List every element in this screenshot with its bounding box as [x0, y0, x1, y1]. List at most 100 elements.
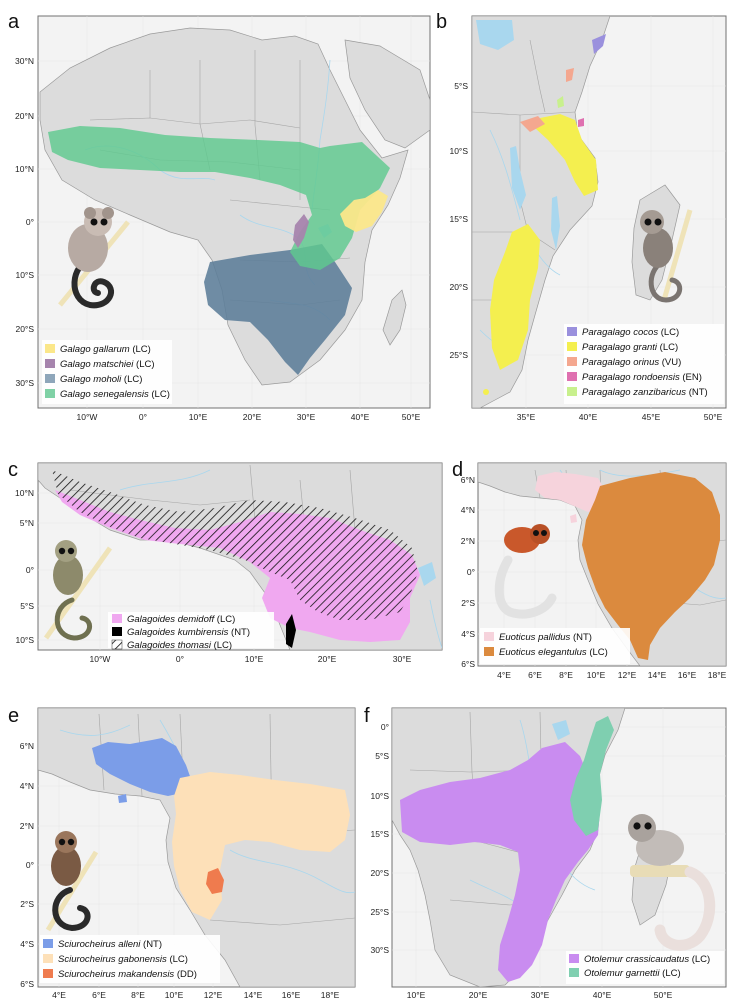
y-tick-label: 2°N [20, 821, 34, 831]
range-paragalago-orinus [520, 116, 545, 132]
y-tick-label: 2°N [461, 536, 475, 546]
x-tick-label: 0° [139, 412, 147, 422]
x-tick-label: 10°W [77, 412, 98, 422]
panel-label-d: d [452, 459, 463, 481]
y-tick-label: 0° [26, 860, 34, 870]
legend-swatch [569, 968, 579, 977]
x-tick-label: 14°E [648, 670, 667, 680]
y-tick-label: 10°S [370, 791, 389, 801]
legend-entry: Paragalago rondoensis (EN) [582, 372, 702, 383]
y-ticks-a: 30°N 20°N 10°N 0° 10°S 20°S 30°S [15, 56, 34, 388]
y-tick-label: 30°S [15, 378, 34, 388]
legend-c: Galagoides demidoff (LC) Galagoides kumb… [108, 612, 274, 651]
y-tick-label: 4°S [20, 939, 34, 949]
y-tick-label: 15°S [370, 829, 389, 839]
y-tick-label: 6°S [20, 979, 34, 989]
x-tick-label: 10°E [189, 412, 208, 422]
y-tick-label: 0° [467, 567, 475, 577]
legend-entry: Euoticus elegantulus (LC) [499, 647, 608, 658]
y-ticks-c: 10°N 5°N 0° 5°S 10°S [15, 488, 34, 645]
lake-victoria-f [552, 720, 570, 740]
range-paragalago-orinus-2 [566, 68, 574, 82]
range-paragalago-cocos [592, 34, 606, 54]
legend-entry: Sciurocheirus alleni (NT) [58, 939, 162, 950]
legend-swatch [484, 632, 494, 641]
legend-swatch [112, 627, 122, 636]
x-tick-label: 50°E [402, 412, 421, 422]
y-tick-label: 20°N [15, 111, 34, 121]
lake-victoria-c [418, 562, 436, 586]
y-tick-label: 2°S [461, 598, 475, 608]
legend-swatch [111, 639, 123, 650]
legend-entry: Paragalago granti (LC) [582, 342, 678, 353]
legend-swatch [43, 939, 53, 948]
x-ticks-e: 4°E 6°E 8°E 10°E 12°E 14°E 16°E 18°E [52, 990, 339, 1000]
y-tick-label: 0° [26, 217, 34, 227]
x-tick-label: 10°E [165, 990, 184, 1000]
y-tick-label: 5°S [375, 751, 389, 761]
x-tick-label: 12°E [618, 670, 637, 680]
legend-entry: Sciurocheirus makandensis (DD) [58, 969, 197, 980]
panel-f: f [364, 705, 727, 1000]
x-tick-label: 50°E [654, 990, 673, 1000]
range-sciurocheirus-alleni [92, 738, 192, 796]
y-ticks-e: 6°N 4°N 2°N 0° 2°S 4°S 6°S [20, 741, 35, 989]
range-otolemur-garnettii [570, 716, 614, 836]
y-tick-label: 10°S [449, 146, 468, 156]
galago-illustration-f [628, 814, 716, 951]
lake-tanganyika-b [510, 146, 526, 210]
legend-swatch [567, 357, 577, 366]
x-tick-label: 20°E [469, 990, 488, 1000]
y-tick-label: 0° [381, 722, 389, 732]
legend-swatch [43, 969, 53, 978]
galago-illustration-e [45, 831, 99, 932]
x-tick-label: 40°E [579, 412, 598, 422]
y-tick-label: 5°S [454, 81, 468, 91]
legend-entry: Otolemur garnettii (LC) [584, 968, 681, 979]
legend-entry: Galago matschiei (LC) [60, 359, 155, 370]
panel-label-c: c [8, 459, 18, 481]
panel-d: d [452, 459, 727, 680]
legend-entry: Otolemur crassicaudatus (LC) [584, 954, 710, 965]
y-tick-label: 6°N [20, 741, 34, 751]
range-paragalago-granti-outlier [483, 389, 489, 395]
x-tick-label: 30°E [531, 990, 550, 1000]
range-galagoides-kumbirensis [286, 614, 296, 648]
x-tick-label: 4°E [52, 990, 66, 1000]
y-tick-label: 20°S [370, 868, 389, 878]
legend-entry: Paragalago orinus (VU) [582, 357, 681, 368]
range-galago-matschiei [293, 214, 309, 248]
y-tick-label: 30°S [370, 945, 389, 955]
legend-entry: Euoticus pallidus (NT) [499, 632, 592, 643]
legend-f: Otolemur crassicaudatus (LC) Otolemur ga… [566, 951, 724, 984]
legend-swatch [45, 344, 55, 353]
range-euoticus-elegantulus [582, 472, 720, 660]
y-tick-label: 4°N [461, 505, 475, 515]
legend-d: Euoticus pallidus (NT) Euoticus elegantu… [480, 628, 630, 664]
legend-entry: Sciurocheirus gabonensis (LC) [58, 954, 188, 965]
legend-swatch [45, 389, 55, 398]
x-tick-label: 40°E [593, 990, 612, 1000]
range-galago-gallarum [340, 190, 388, 232]
legend-entry: Paragalago zanzibaricus (NT) [582, 387, 708, 398]
legend-swatch [484, 647, 494, 656]
legend-swatch [567, 342, 577, 351]
y-tick-label: 10°S [15, 270, 34, 280]
legend-entry: Galagoides thomasi (LC) [127, 640, 232, 651]
y-tick-label: 20°S [15, 324, 34, 334]
panel-label-e: e [8, 705, 19, 727]
galago-illustration-c [43, 540, 113, 641]
legend-swatch [567, 387, 577, 396]
y-tick-label: 6°S [461, 659, 475, 669]
galago-illustration-b [640, 209, 693, 303]
y-tick-label: 4°N [20, 781, 34, 791]
x-tick-label: 8°E [131, 990, 145, 1000]
x-tick-label: 18°E [321, 990, 340, 1000]
x-tick-label: 30°E [393, 654, 412, 664]
legend-swatch [45, 374, 55, 383]
range-galagoides-thomasi [52, 470, 418, 620]
range-euoticus-pallidus [535, 472, 605, 512]
range-euoticus-pallidus-bioko [570, 514, 577, 523]
legend-entry: Paragalago cocos (LC) [582, 327, 679, 338]
